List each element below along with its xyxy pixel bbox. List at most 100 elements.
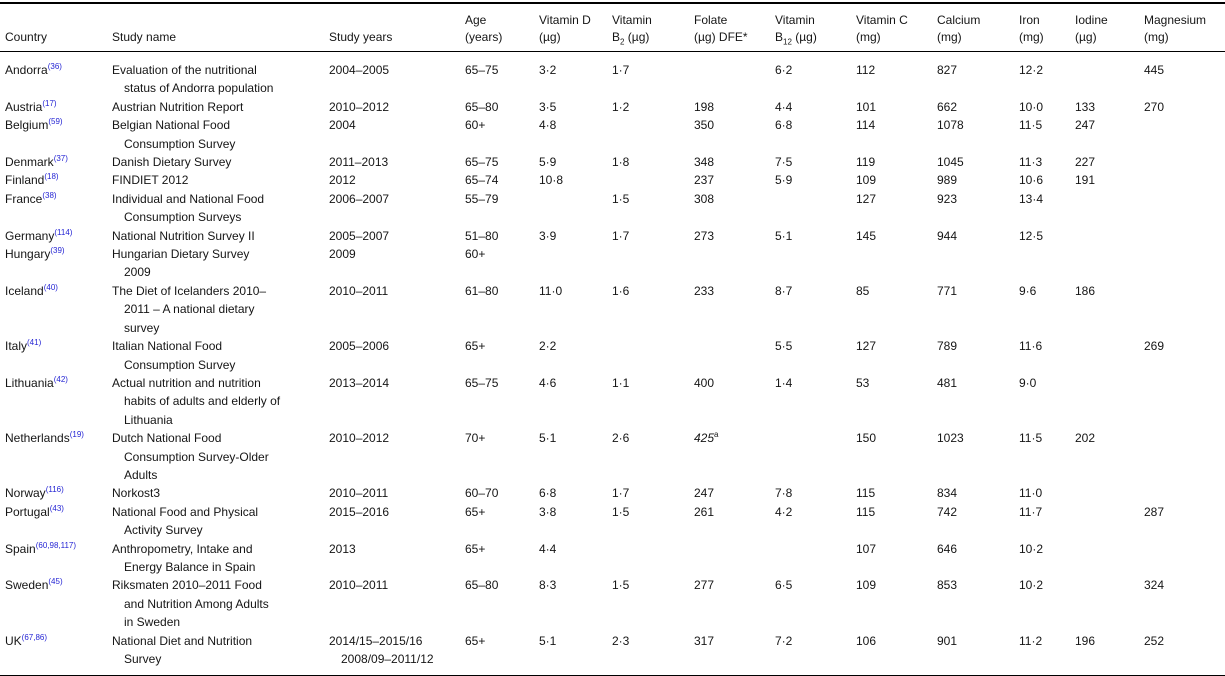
cell-vitamin_c: 112 [856, 63, 876, 77]
reference-link[interactable]: (59) [48, 117, 63, 127]
col-header-folate: Folate (µg) DFE* [694, 3, 775, 52]
cell-iodine [1075, 245, 1144, 282]
cell-vitamin_b2: 1·7 [612, 63, 630, 77]
reference-link[interactable]: (41) [27, 338, 42, 348]
col-header-country: Country [0, 3, 112, 52]
cell-study_years: 2013–2014 [329, 375, 390, 390]
cell-iodine [1075, 503, 1144, 540]
cell-vitamin_c: 109 [856, 578, 877, 593]
cell-study_name: National Nutrition Survey II [112, 228, 255, 243]
reference-link[interactable]: (114) [54, 227, 73, 237]
reference-link[interactable]: (39) [50, 246, 65, 256]
cell-vitamin_d: 3·9 [539, 228, 557, 243]
cell-study_name: FINDIET 2012 [112, 173, 189, 188]
cell-magnesium [1144, 282, 1225, 337]
cell-study_years: 2010–2012 [329, 99, 390, 114]
cell-study_years: 2005–2007 [329, 228, 390, 243]
cell-vitamin_b2: 1·6 [612, 283, 630, 298]
cell-study_name: Evaluation of the nutritional status of A… [112, 63, 274, 96]
cell-vitamin_d: 4·8 [539, 118, 557, 133]
cell-calcium: 1078 [937, 118, 964, 133]
cell-age: 60–70 [465, 486, 499, 501]
cell-vitamin_d: 3·8 [539, 504, 557, 519]
cell-iodine: 133 [1075, 99, 1096, 114]
cell-age: 60+ [465, 247, 486, 262]
cell-iron: 11·7 [1019, 504, 1043, 519]
reference-link[interactable]: (36) [47, 62, 62, 71]
cell-vitamin_d: 3·2 [539, 63, 557, 77]
reference-link[interactable]: (60,98,117) [35, 540, 77, 550]
cell-iron: 12·2 [1019, 63, 1044, 77]
cell-vitamin_d: 5·9 [539, 155, 557, 170]
cell-study_name: The Diet of Icelanders 2010– 2011 – A nat… [112, 283, 267, 335]
cell-study_years: 2009 [329, 247, 356, 262]
table-row: Andorra(36) Evaluation of the nutritional… [0, 52, 1225, 98]
col-header-vitamin_c: Vitamin C (mg) [856, 3, 937, 52]
table-row: Finland(18) FINDIET 2012 2012 65–74 10·8 237 5… [0, 171, 1225, 189]
cell-magnesium: 269 [1144, 339, 1165, 354]
reference-link[interactable]: (67,86) [21, 632, 48, 642]
reference-link[interactable]: (18) [44, 172, 59, 182]
table-row: Sweden(45) Riksmaten 2010–2011 Food and Nu… [0, 576, 1225, 631]
cell-iodine [1075, 540, 1144, 577]
cell-calcium: 1023 [937, 431, 964, 446]
cell-iron: 10·2 [1019, 578, 1044, 593]
cell-age: 65–80 [465, 578, 499, 593]
cell-vitamin_c: 115 [856, 504, 876, 519]
cell-vitamin_d: 11·0 [539, 283, 563, 298]
cell-country: Portugal(43) [5, 503, 64, 519]
cell-iodine [1075, 227, 1144, 245]
reference-link[interactable]: (116) [45, 485, 64, 495]
reference-link[interactable]: (42) [53, 374, 68, 384]
cell-study_name: Riksmaten 2010–2011 Food and Nutrition Am… [112, 578, 269, 630]
cell-magnesium [1144, 429, 1225, 484]
cell-calcium: 662 [937, 99, 958, 114]
cell-vitamin_c: 119 [856, 155, 876, 170]
cell-folate: 237 [694, 173, 715, 188]
reference-link[interactable]: (40) [43, 282, 58, 292]
cell-age: 65–75 [465, 375, 499, 390]
cell-vitamin_b12 [775, 540, 856, 577]
cell-iron: 10·0 [1019, 99, 1044, 114]
reference-link[interactable]: (38) [42, 190, 57, 200]
cell-vitamin_b2 [612, 337, 694, 374]
reference-link[interactable]: (37) [53, 154, 68, 164]
cell-age: 60+ [465, 118, 486, 133]
cell-vitamin_d [539, 190, 612, 227]
cell-iodine: 247 [1075, 118, 1096, 133]
cell-country: Finland(18) [5, 172, 59, 188]
reference-link[interactable]: (19) [69, 430, 84, 440]
cell-vitamin_b2: 1·1 [612, 375, 630, 390]
table-row: UK(67,86) National Diet and Nutrition Surv… [0, 632, 1225, 676]
cell-study_name: National Diet and Nutrition Survey [112, 633, 253, 666]
cell-folate [694, 540, 775, 577]
cell-iodine [1075, 374, 1144, 429]
cell-study_years: 2013 [329, 541, 356, 556]
cell-vitamin_b2 [612, 245, 694, 282]
cell-vitamin_d: 4·6 [539, 375, 557, 390]
table-row: Austria(17) Austrian Nutrition Report 2010… [0, 98, 1225, 116]
cell-iron: 11·5 [1019, 431, 1043, 446]
cell-age: 65+ [465, 633, 486, 648]
cell-study_name: Dutch National Food Consumption Survey-Ol… [112, 431, 269, 482]
reference-link[interactable]: (45) [48, 577, 63, 587]
table-row: Norway(116) Norkost3 2010–2011 60–70 6·8 1·7 2… [0, 484, 1225, 502]
cell-iron: 11·0 [1019, 486, 1043, 501]
cell-country: Austria(17) [5, 98, 57, 114]
cell-vitamin_b12: 8·7 [775, 283, 793, 298]
reference-link[interactable]: (17) [42, 98, 57, 108]
cell-folate: 277 [694, 578, 715, 593]
cell-iron [1019, 245, 1075, 282]
reference-link[interactable]: (43) [49, 503, 64, 513]
cell-magnesium [1144, 484, 1225, 502]
cell-folate: 198 [694, 99, 715, 114]
cell-study_years: 2005–2006 [329, 339, 390, 354]
cell-folate: 350 [694, 118, 715, 133]
cell-magnesium: 287 [1144, 504, 1165, 519]
cell-vitamin_c [856, 245, 937, 282]
cell-folate: 273 [694, 228, 715, 243]
cell-study_name: Austrian Nutrition Report [112, 99, 244, 114]
cell-country: Sweden(45) [5, 577, 63, 593]
cell-vitamin_b12 [775, 245, 856, 282]
